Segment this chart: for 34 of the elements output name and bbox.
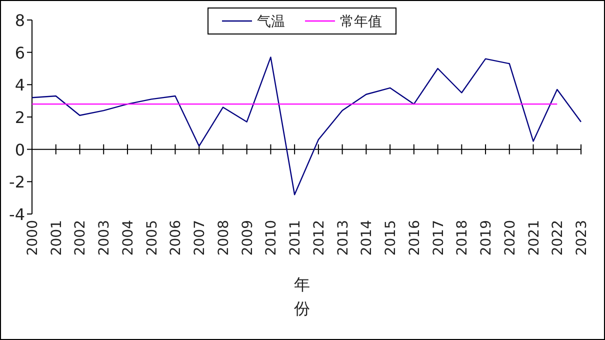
x-tick-label: 2006 (168, 220, 184, 256)
x-tick-label: 2005 (144, 220, 160, 256)
legend-label: 常年值 (340, 14, 382, 30)
x-tick-label: 2010 (264, 220, 280, 256)
legend-label: 气温 (257, 14, 285, 30)
x-tick-label: 2023 (574, 220, 590, 256)
x-tick-label: 2015 (383, 220, 400, 256)
y-tick-label: -4 (9, 205, 25, 224)
x-tick-label: 2019 (478, 220, 495, 256)
x-tick-label: 2021 (526, 220, 542, 256)
x-tick-label: 2003 (96, 220, 113, 256)
x-tick-label: 2020 (502, 220, 518, 256)
x-tick-label: 2013 (335, 220, 352, 256)
x-tick-label: 2001 (48, 220, 65, 256)
y-tick-label: 6 (14, 43, 25, 62)
x-tick-label: 2017 (430, 220, 447, 256)
y-tick-label: 0 (14, 140, 25, 160)
x-tick-label: 2018 (454, 220, 471, 256)
x-tick-label: 2009 (240, 220, 256, 256)
x-tick-label: 2000 (25, 220, 41, 256)
y-tick-label: 2 (14, 108, 25, 127)
x-tick-label: 2007 (192, 220, 208, 256)
y-tick-label: 8 (14, 11, 25, 30)
x-tick-label: 2002 (72, 220, 89, 256)
x-axis-title: 年份 (294, 275, 310, 318)
x-tick-label: 2011 (288, 220, 304, 256)
x-tick-label: 2016 (406, 220, 423, 256)
x-tick-label: 2014 (359, 220, 376, 256)
x-tick-label: 2008 (216, 220, 232, 256)
y-tick-label: 4 (14, 76, 25, 95)
y-tick-label: -2 (9, 172, 25, 192)
x-tick-label: 2012 (311, 220, 328, 256)
x-tick-label: 2004 (120, 220, 136, 256)
x-tick-label: 2022 (550, 220, 566, 256)
